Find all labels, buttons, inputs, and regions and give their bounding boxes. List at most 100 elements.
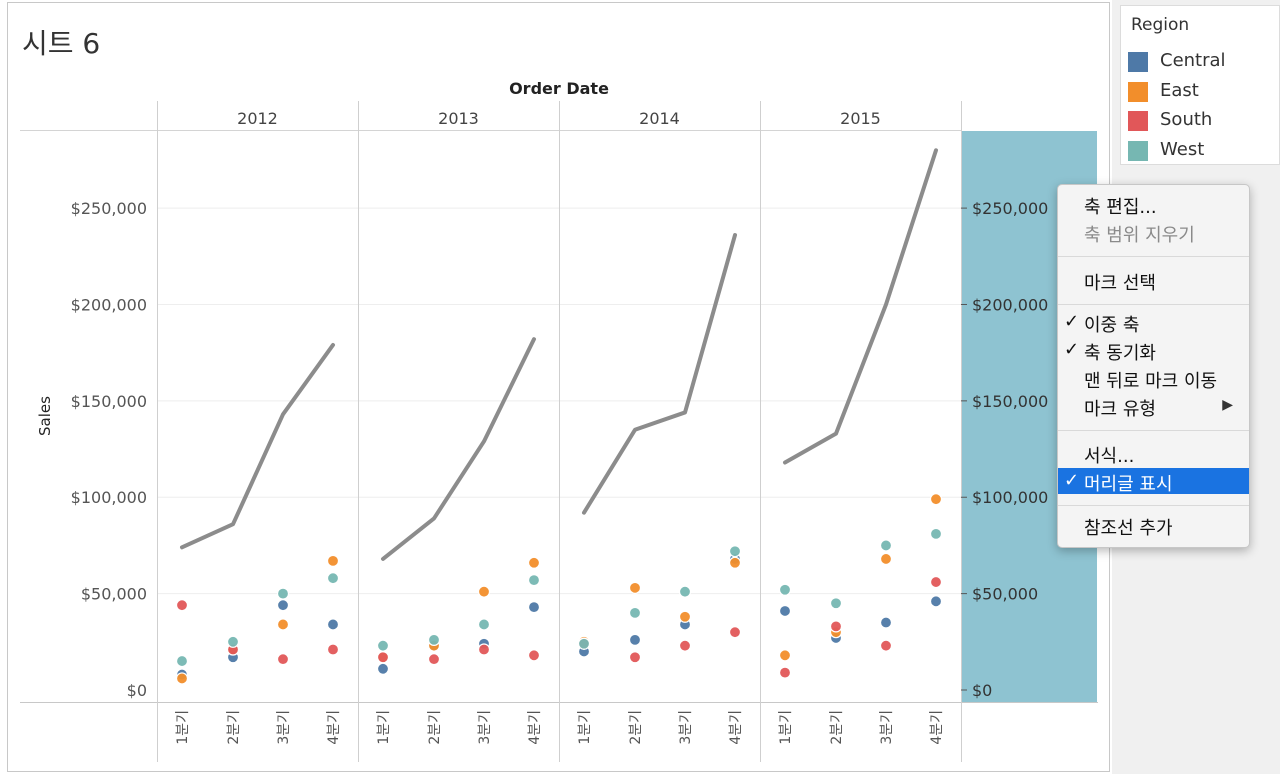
- quarter-tick-label: 4분기: [527, 710, 543, 745]
- total-sales-line: [783, 148, 938, 465]
- point-west: [728, 545, 742, 558]
- quarter-tick-label: 4분기: [728, 710, 744, 745]
- menu-item-0[interactable]: 축 편집...: [1058, 191, 1249, 218]
- quarter-tick-label: 1분기: [778, 710, 794, 745]
- quarter-tick-label: 3분기: [477, 710, 493, 745]
- quarter-tick-label: 1분기: [175, 710, 191, 745]
- legend-item-central[interactable]: Central: [1127, 49, 1277, 75]
- point-south: [326, 643, 340, 656]
- point-south: [477, 643, 491, 656]
- total-sales-line: [180, 342, 335, 550]
- y-tick-label-right: $50,000: [972, 585, 1038, 604]
- menu-item-5[interactable]: ✓ 이중 축: [1058, 309, 1249, 336]
- point-west: [376, 639, 390, 652]
- point-south: [829, 620, 843, 633]
- point-west: [276, 587, 290, 600]
- quarter-tick-label: 2분기: [427, 710, 443, 745]
- menu-item-label: 머리글 표시: [1084, 474, 1173, 495]
- legend-swatch: [1128, 52, 1148, 72]
- y-tick-label-left: $250,000: [71, 199, 147, 218]
- legend-item-south[interactable]: South: [1127, 108, 1277, 134]
- axis-context-menu: 축 편집... 축 범위 지우기 마크 선택 ✓ 이중 축 ✓ 축 동기화 맨 뒤로 마크 이…: [1057, 184, 1250, 548]
- quarter-tick-label: 1분기: [577, 710, 593, 745]
- point-east: [175, 672, 189, 685]
- point-east: [728, 556, 742, 569]
- point-south: [427, 653, 441, 666]
- menu-separator: [1058, 304, 1249, 305]
- point-east: [879, 552, 893, 566]
- quarter-tick-label: 4분기: [929, 710, 945, 745]
- point-west: [477, 618, 491, 631]
- point-west: [326, 572, 340, 585]
- point-central: [276, 599, 290, 612]
- menu-item-10[interactable]: 서식...: [1058, 440, 1249, 467]
- menu-item-label: 서식...: [1084, 446, 1135, 467]
- point-west: [527, 574, 541, 587]
- menu-item-3[interactable]: 마크 선택: [1058, 267, 1249, 294]
- point-south: [376, 651, 390, 664]
- legend-item-east[interactable]: East: [1127, 79, 1277, 105]
- point-south: [678, 639, 692, 652]
- point-west: [929, 527, 943, 540]
- point-south: [778, 666, 792, 679]
- point-west: [175, 654, 189, 668]
- check-icon: ✓: [1064, 311, 1080, 332]
- y-tick-label-right: $0: [972, 681, 992, 700]
- menu-item-label: 마크 유형: [1084, 399, 1156, 420]
- point-central: [628, 633, 642, 646]
- y-tick-label-left: $0: [127, 681, 147, 700]
- color-legend: Region Central East South West: [1120, 5, 1280, 165]
- point-central: [527, 601, 541, 614]
- point-west: [577, 637, 591, 650]
- menu-item-label: 마크 선택: [1084, 273, 1156, 294]
- menu-item-label: 이중 축: [1084, 315, 1140, 336]
- check-icon: ✓: [1064, 339, 1080, 360]
- point-east: [276, 618, 290, 631]
- point-west: [879, 539, 893, 552]
- point-south: [929, 575, 943, 589]
- point-south: [728, 626, 742, 639]
- menu-item-label: 축 범위 지우기: [1084, 225, 1195, 246]
- legend-label: South: [1160, 109, 1213, 130]
- menu-item-13[interactable]: 참조선 추가: [1058, 512, 1249, 539]
- point-west: [678, 585, 692, 598]
- point-central: [929, 595, 943, 608]
- menu-separator: [1058, 430, 1249, 431]
- quarter-tick-label: 4분기: [326, 710, 342, 745]
- legend-label: Central: [1160, 50, 1226, 71]
- point-west: [829, 597, 843, 610]
- column-header-title: Order Date: [509, 79, 609, 98]
- menu-item-label: 축 편집...: [1084, 197, 1157, 218]
- point-central: [778, 604, 792, 618]
- total-sales-line: [381, 337, 536, 561]
- point-east: [778, 649, 792, 662]
- point-central: [879, 616, 893, 629]
- y-axis-label: Sales: [36, 396, 54, 436]
- sheet-title: 시트 6: [22, 27, 101, 60]
- y-tick-label-left: $200,000: [71, 295, 147, 314]
- point-east: [326, 554, 340, 567]
- legend-item-west[interactable]: West: [1127, 138, 1277, 164]
- y-tick-label-left: $50,000: [81, 585, 147, 604]
- menu-item-label: 축 동기화: [1084, 343, 1156, 364]
- legend-label: West: [1160, 138, 1205, 160]
- point-east: [477, 585, 491, 598]
- legend-title: Region: [1131, 15, 1190, 35]
- point-east: [527, 556, 541, 569]
- y-tick-label-left: $100,000: [71, 488, 147, 507]
- menu-item-8[interactable]: 마크 유형 ▶: [1058, 393, 1249, 420]
- point-south: [175, 599, 189, 612]
- y-tick-label-right: $100,000: [972, 488, 1048, 507]
- total-sales-line: [582, 233, 737, 515]
- point-central: [326, 618, 340, 631]
- year-header: 2012: [237, 109, 278, 128]
- legend-swatch: [1128, 140, 1148, 161]
- chart: Order Date 2012 2013 2014 2015 Sales $0 $0 $50,0…: [20, 79, 1098, 762]
- menu-item-label: 참조선 추가: [1084, 518, 1173, 539]
- menu-item-7[interactable]: 맨 뒤로 마크 이동: [1058, 365, 1249, 392]
- year-header: 2015: [840, 109, 881, 128]
- menu-item-6[interactable]: ✓ 축 동기화: [1058, 337, 1249, 364]
- point-central: [376, 662, 390, 675]
- quarter-tick-label: 2분기: [628, 710, 644, 745]
- menu-item-11[interactable]: ✓ 머리글 표시: [1058, 468, 1249, 495]
